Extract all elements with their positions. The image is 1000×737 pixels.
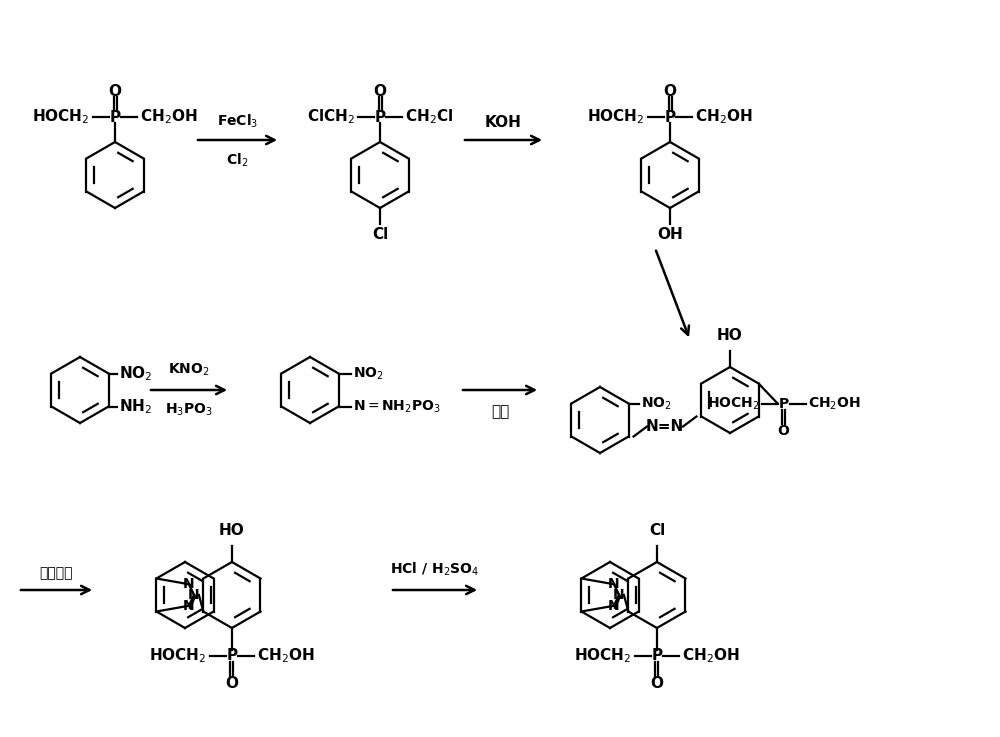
Text: HCl / H$_2$SO$_4$: HCl / H$_2$SO$_4$ — [390, 561, 480, 578]
Text: O: O — [225, 676, 238, 691]
Text: HOCH$_2$: HOCH$_2$ — [32, 108, 90, 126]
Text: NO$_2$: NO$_2$ — [119, 364, 152, 383]
Text: N: N — [188, 588, 200, 602]
Text: CH$_2$OH: CH$_2$OH — [257, 646, 315, 666]
Text: HOCH$_2$: HOCH$_2$ — [149, 646, 207, 666]
Text: CH$_2$Cl: CH$_2$Cl — [405, 108, 453, 126]
Text: ClCH$_2$: ClCH$_2$ — [307, 108, 355, 126]
Text: N: N — [608, 598, 620, 612]
Text: P: P — [109, 110, 121, 125]
Text: N$=$NH$_2$PO$_3$: N$=$NH$_2$PO$_3$ — [353, 398, 440, 415]
Text: NH$_2$: NH$_2$ — [119, 397, 152, 416]
Text: P: P — [374, 110, 386, 125]
Text: HOCH$_2$: HOCH$_2$ — [574, 646, 632, 666]
Text: KOH: KOH — [485, 115, 522, 130]
Text: O: O — [650, 676, 663, 691]
Text: O: O — [664, 83, 676, 99]
Text: O: O — [108, 83, 122, 99]
Text: CH$_2$OH: CH$_2$OH — [682, 646, 740, 666]
Text: O: O — [778, 424, 790, 438]
Text: P: P — [226, 649, 237, 663]
Text: 还原闭环: 还原闭环 — [40, 566, 73, 580]
Text: Cl: Cl — [372, 226, 388, 242]
Text: N: N — [608, 577, 620, 591]
Text: O: O — [374, 83, 386, 99]
Text: NO$_2$: NO$_2$ — [641, 395, 671, 412]
Text: 偶合: 偶合 — [491, 404, 509, 419]
Text: P: P — [651, 649, 662, 663]
Text: Cl$_2$: Cl$_2$ — [226, 152, 249, 170]
Text: CH$_2$OH: CH$_2$OH — [808, 395, 860, 412]
Text: H$_3$PO$_3$: H$_3$PO$_3$ — [165, 402, 213, 419]
Text: CH$_2$OH: CH$_2$OH — [695, 108, 753, 126]
Text: HO: HO — [717, 328, 743, 343]
Text: CH$_2$OH: CH$_2$OH — [140, 108, 198, 126]
Text: OH: OH — [657, 226, 683, 242]
Text: NO$_2$: NO$_2$ — [353, 366, 383, 382]
Text: HO: HO — [219, 523, 245, 538]
Text: FeCl$_3$: FeCl$_3$ — [217, 113, 258, 130]
Text: Cl: Cl — [649, 523, 665, 538]
Text: N=N: N=N — [646, 419, 684, 434]
Text: N: N — [183, 577, 195, 591]
Text: HOCH$_2$: HOCH$_2$ — [707, 395, 760, 412]
Text: KNO$_2$: KNO$_2$ — [168, 362, 210, 378]
Text: HOCH$_2$: HOCH$_2$ — [587, 108, 645, 126]
Text: P: P — [778, 397, 789, 411]
Text: N: N — [613, 588, 625, 602]
Text: P: P — [664, 110, 676, 125]
Text: N: N — [183, 598, 195, 612]
